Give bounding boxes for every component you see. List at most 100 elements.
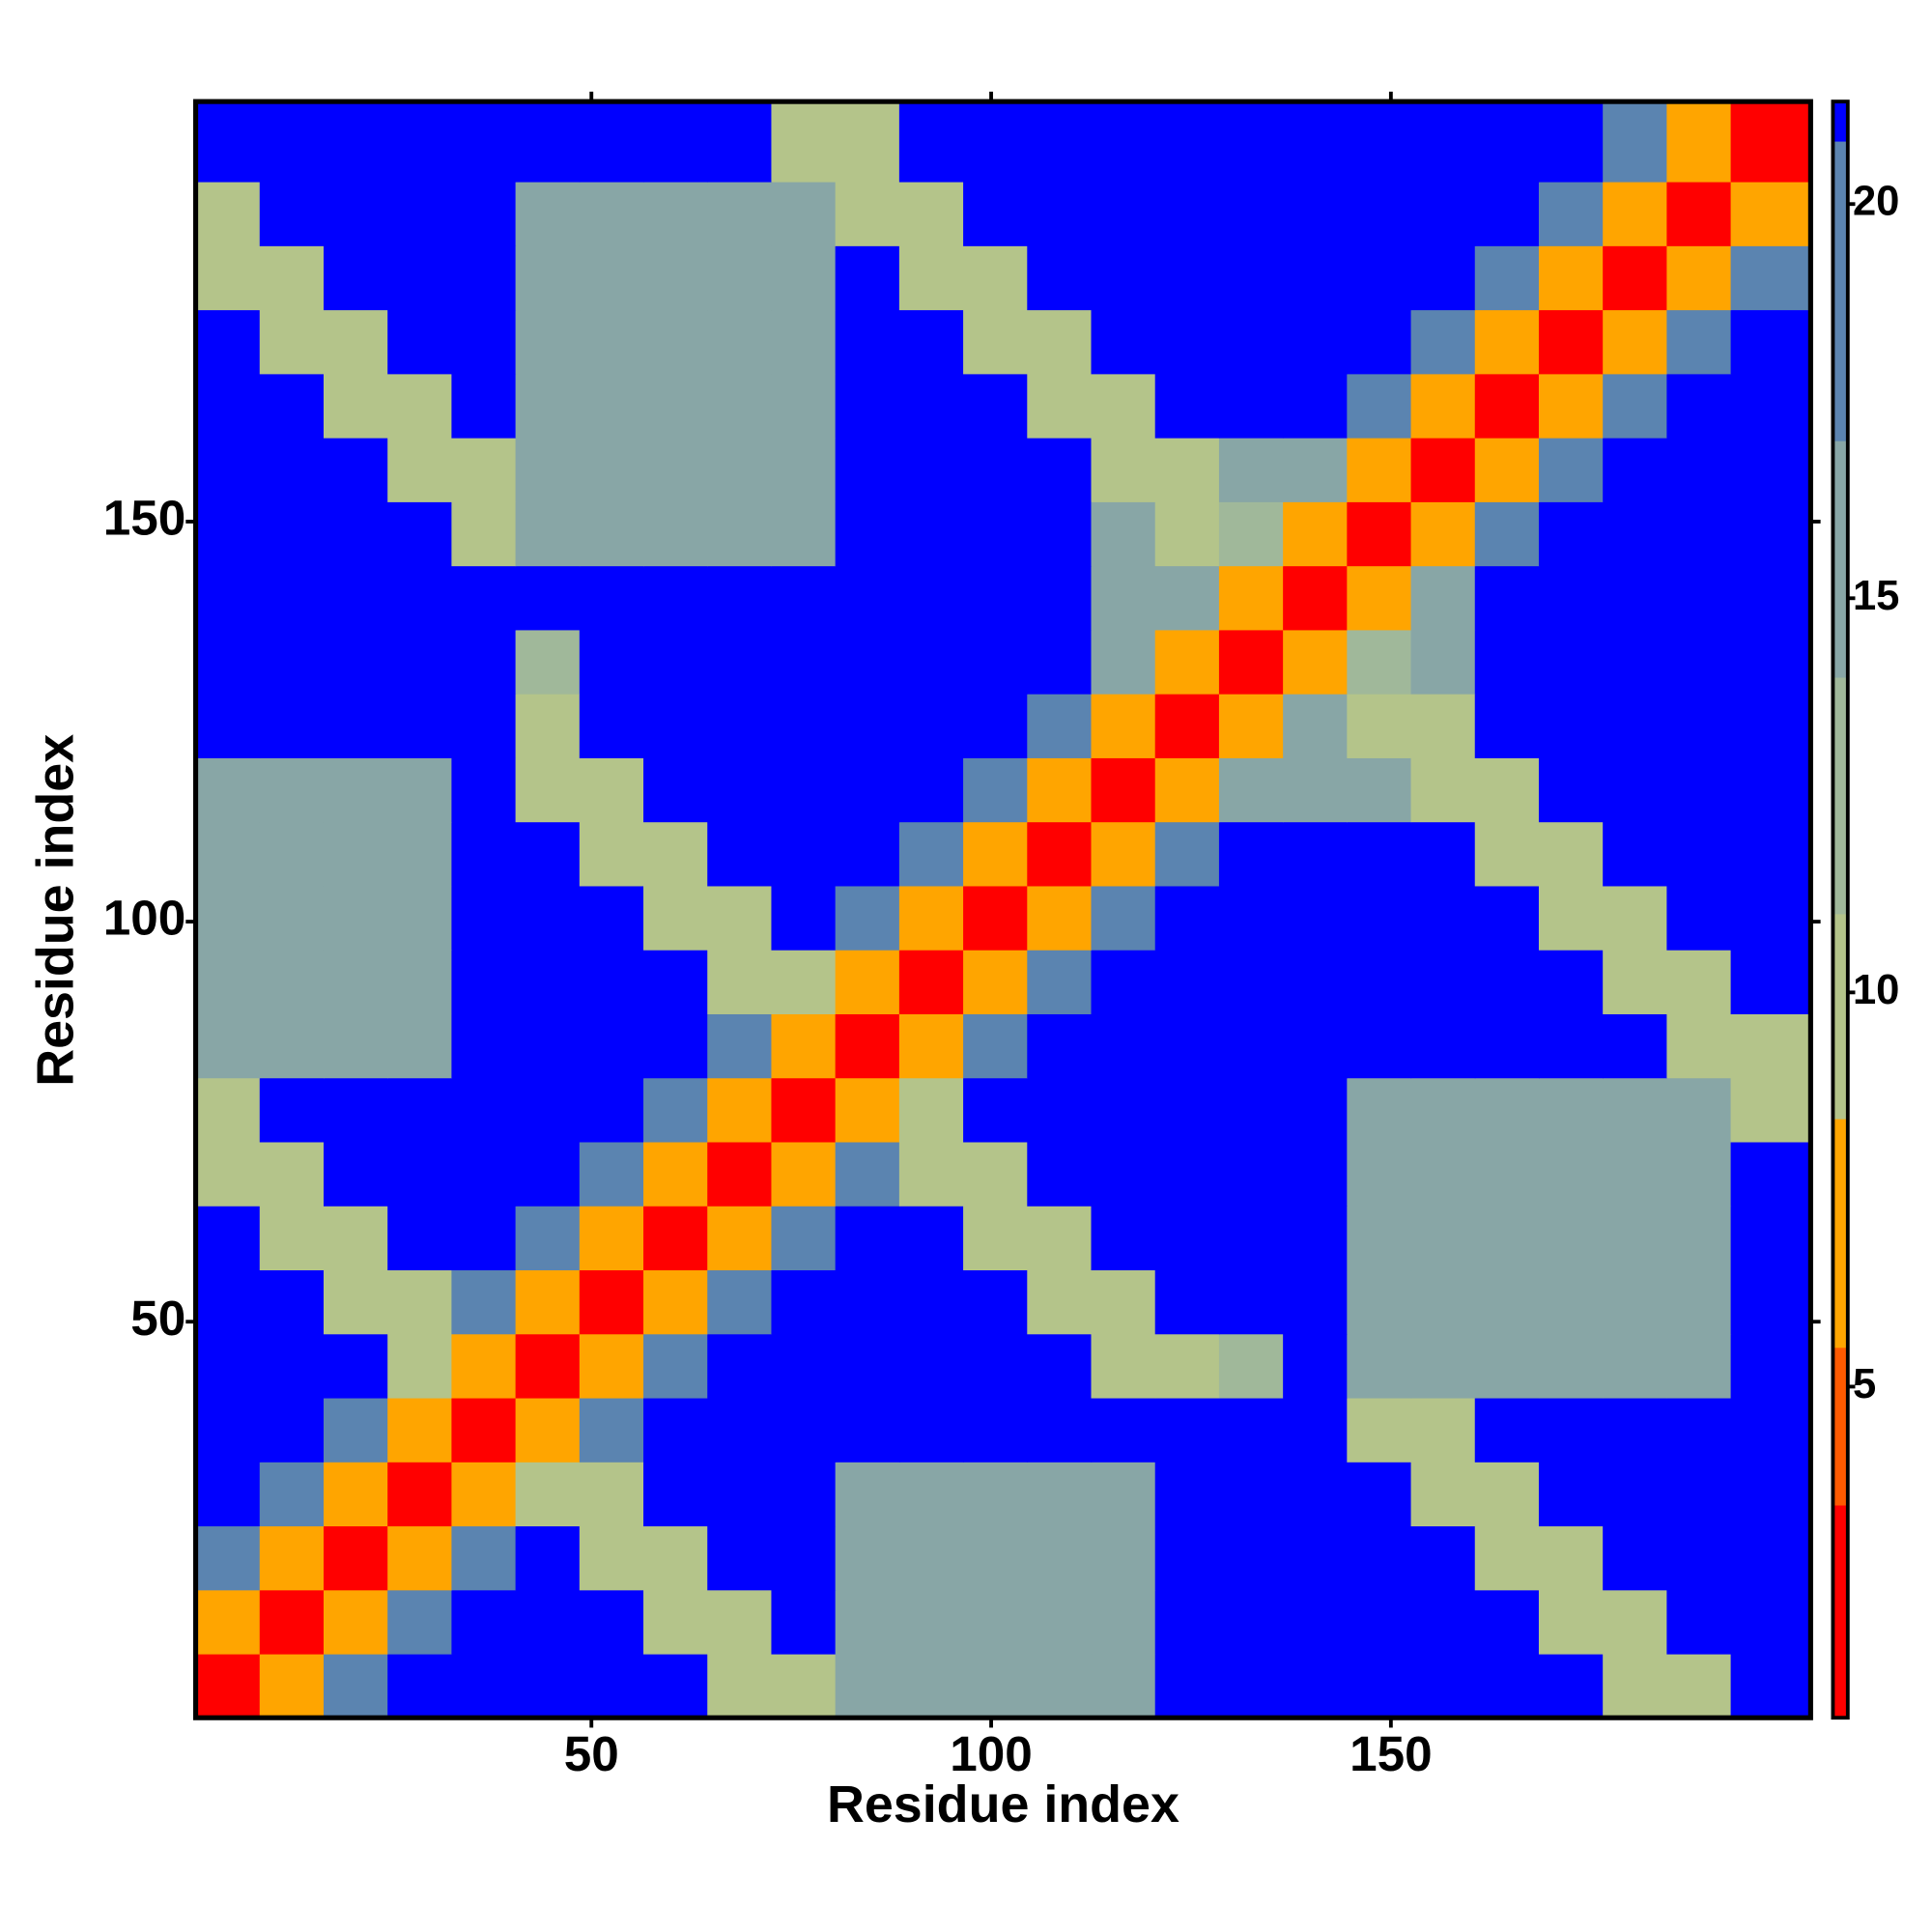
heatmap-cell	[1410, 1206, 1476, 1271]
heatmap-cell	[1666, 821, 1732, 887]
heatmap-cell	[771, 1525, 837, 1591]
heatmap-cell	[1474, 821, 1540, 887]
heatmap-cell	[707, 101, 773, 183]
heatmap-cell	[1154, 885, 1220, 951]
heatmap-cell	[387, 245, 453, 311]
heatmap-cell	[1730, 757, 1811, 823]
heatmap-cell	[1603, 1653, 1668, 1719]
heatmap-cell	[643, 821, 708, 887]
heatmap-cell	[1410, 694, 1476, 758]
heatmap-cell	[1027, 181, 1093, 246]
heatmap-cell	[195, 757, 261, 823]
heatmap-cell	[1666, 565, 1732, 631]
heatmap-cell	[835, 821, 900, 887]
heatmap-cell	[1410, 1525, 1476, 1591]
heatmap-cell	[259, 1653, 325, 1719]
heatmap-cell	[387, 101, 453, 183]
heatmap-cell	[323, 1269, 388, 1335]
heatmap-cell	[579, 950, 644, 1014]
heatmap-cell	[771, 885, 837, 951]
heatmap-cells	[195, 101, 1811, 1719]
heatmap-cell	[643, 694, 708, 758]
heatmap-cell	[1666, 950, 1732, 1014]
heatmap-cell	[1154, 821, 1220, 887]
heatmap-cell	[1474, 1141, 1540, 1207]
heatmap-cell	[1218, 1013, 1284, 1079]
heatmap-cell	[1283, 629, 1348, 695]
heatmap-cell	[387, 1333, 453, 1399]
heatmap-cell	[515, 1397, 581, 1463]
heatmap-cell	[387, 309, 453, 375]
heatmap-cell	[835, 1206, 900, 1271]
heatmap-cell	[323, 373, 388, 439]
heatmap-cell	[1154, 1269, 1220, 1335]
heatmap-cell	[1283, 373, 1348, 439]
heatmap-cell	[451, 950, 517, 1014]
heatmap-cell	[1538, 1013, 1604, 1079]
heatmap-cell	[1603, 373, 1668, 439]
heatmap-cell	[259, 694, 325, 758]
heatmap-cell	[1218, 885, 1284, 951]
heatmap-cell	[898, 1525, 964, 1591]
heatmap-cell	[1283, 437, 1348, 502]
heatmap-cell	[579, 821, 644, 887]
heatmap-cell	[1091, 1141, 1156, 1207]
heatmap-cell	[1410, 1077, 1476, 1143]
heatmap-cell	[898, 1333, 964, 1399]
heatmap-cell	[1410, 1269, 1476, 1335]
heatmap-cell	[1538, 1397, 1604, 1463]
colorbar-segment	[1833, 1118, 1848, 1349]
heatmap-cell	[835, 1653, 900, 1719]
heatmap-cell	[898, 950, 964, 1014]
heatmap-cell	[387, 1653, 453, 1719]
heatmap-cell	[451, 821, 517, 887]
heatmap-cell	[515, 245, 581, 311]
heatmap-cell	[195, 437, 261, 502]
heatmap-cell	[1091, 101, 1156, 183]
heatmap-cell	[515, 437, 581, 502]
heatmap-cell	[771, 1653, 837, 1719]
heatmap-cell	[1666, 757, 1732, 823]
heatmap-cell	[963, 309, 1028, 375]
heatmap-cell	[898, 1077, 964, 1143]
heatmap-cell	[707, 1462, 773, 1527]
heatmap-cell	[1666, 1269, 1732, 1335]
heatmap-cell	[1027, 565, 1093, 631]
heatmap-cell	[515, 1589, 581, 1655]
heatmap-cell	[1730, 950, 1811, 1014]
colorbar-frame	[1831, 99, 1850, 1720]
heatmap-cell	[515, 1077, 581, 1143]
heatmap-cell	[1283, 1269, 1348, 1335]
heatmap-cell	[1027, 1462, 1093, 1527]
heatmap-cell	[1347, 1333, 1412, 1399]
heatmap-cell	[1603, 1206, 1668, 1271]
heatmap-cell	[835, 1141, 900, 1207]
heatmap-cell	[1154, 1141, 1220, 1207]
heatmap-cell	[1027, 309, 1093, 375]
heatmap-cell	[323, 821, 388, 887]
heatmap-cell	[451, 1462, 517, 1527]
heatmap-cell	[1027, 1653, 1093, 1719]
heatmap-cell	[963, 629, 1028, 695]
heatmap-cell	[1474, 437, 1540, 502]
heatmap-cell	[259, 373, 325, 439]
heatmap-cell	[1474, 1077, 1540, 1143]
heatmap-cell	[323, 694, 388, 758]
heatmap-cell	[451, 565, 517, 631]
heatmap-cell	[1538, 101, 1604, 183]
heatmap-cell	[1091, 757, 1156, 823]
heatmap-cell	[1730, 1141, 1811, 1207]
heatmap-cell	[898, 1141, 964, 1207]
heatmap-cell	[1730, 373, 1811, 439]
heatmap-cell	[515, 1141, 581, 1207]
heatmap-cell	[1730, 1333, 1811, 1399]
heatmap-cell	[195, 181, 261, 246]
heatmap-cell	[643, 950, 708, 1014]
heatmap-cell	[1091, 373, 1156, 439]
heatmap-cell	[1091, 950, 1156, 1014]
heatmap-cell	[707, 1141, 773, 1207]
heatmap-cell	[515, 1269, 581, 1335]
heatmap-cell	[1091, 694, 1156, 758]
heatmap-cell	[835, 181, 900, 246]
